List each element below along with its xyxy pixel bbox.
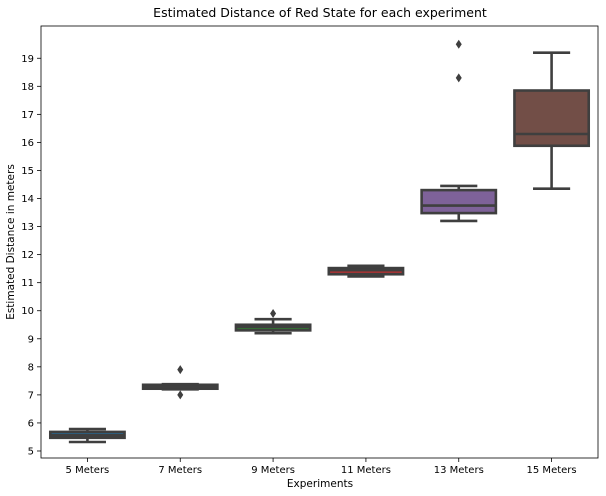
y-tick-label: 8 bbox=[28, 362, 34, 373]
y-tick-label: 7 bbox=[28, 390, 34, 401]
y-tick-label: 9 bbox=[28, 334, 34, 345]
box-iqr bbox=[420, 188, 498, 215]
x-tick-label: 13 Meters bbox=[434, 465, 484, 476]
outlier-point bbox=[177, 365, 184, 375]
y-tick-label: 10 bbox=[21, 306, 34, 317]
chart-title: Estimated Distance of Red State for each… bbox=[153, 5, 487, 20]
y-tick-label: 12 bbox=[21, 250, 34, 261]
y-tick-label: 5 bbox=[28, 446, 34, 457]
x-axis: 5 Meters 7 Meters 9 Meters 11 Meters 13 Mete… bbox=[66, 458, 577, 476]
y-tick-label: 11 bbox=[21, 278, 34, 289]
x-axis-label: Experiments bbox=[287, 478, 353, 490]
plot-area bbox=[40, 25, 599, 459]
x-tick-label: 9 Meters bbox=[251, 465, 295, 476]
y-tick-label: 18 bbox=[21, 82, 34, 93]
box-9-meters bbox=[234, 309, 312, 335]
y-tick-label: 13 bbox=[21, 222, 34, 233]
y-axis: 5 6 7 8 9 10 11 12 13 14 15 16 17 18 19 bbox=[21, 54, 41, 457]
y-axis-label: Estimated Distance in meters bbox=[5, 164, 17, 320]
box-13-meters bbox=[420, 39, 498, 223]
y-tick-label: 15 bbox=[21, 166, 34, 177]
x-tick-label: 15 Meters bbox=[527, 465, 577, 476]
x-tick-label: 5 Meters bbox=[66, 465, 110, 476]
outlier-point bbox=[177, 390, 184, 400]
y-tick-label: 6 bbox=[28, 418, 34, 429]
x-tick-label: 11 Meters bbox=[341, 465, 391, 476]
x-tick-label: 7 Meters bbox=[158, 465, 202, 476]
y-tick-label: 16 bbox=[21, 138, 34, 149]
outlier-point bbox=[455, 39, 462, 49]
box-15-meters bbox=[513, 51, 591, 191]
boxes-group bbox=[48, 39, 591, 444]
y-tick-label: 17 bbox=[21, 110, 34, 121]
box-iqr bbox=[513, 89, 591, 148]
box-7-meters bbox=[141, 365, 219, 400]
y-tick-label: 19 bbox=[21, 54, 34, 65]
outlier-point bbox=[455, 73, 462, 83]
box-11-meters bbox=[327, 264, 405, 278]
outlier-point bbox=[270, 309, 277, 319]
y-tick-label: 14 bbox=[21, 194, 34, 205]
box-5-meters bbox=[48, 427, 126, 444]
